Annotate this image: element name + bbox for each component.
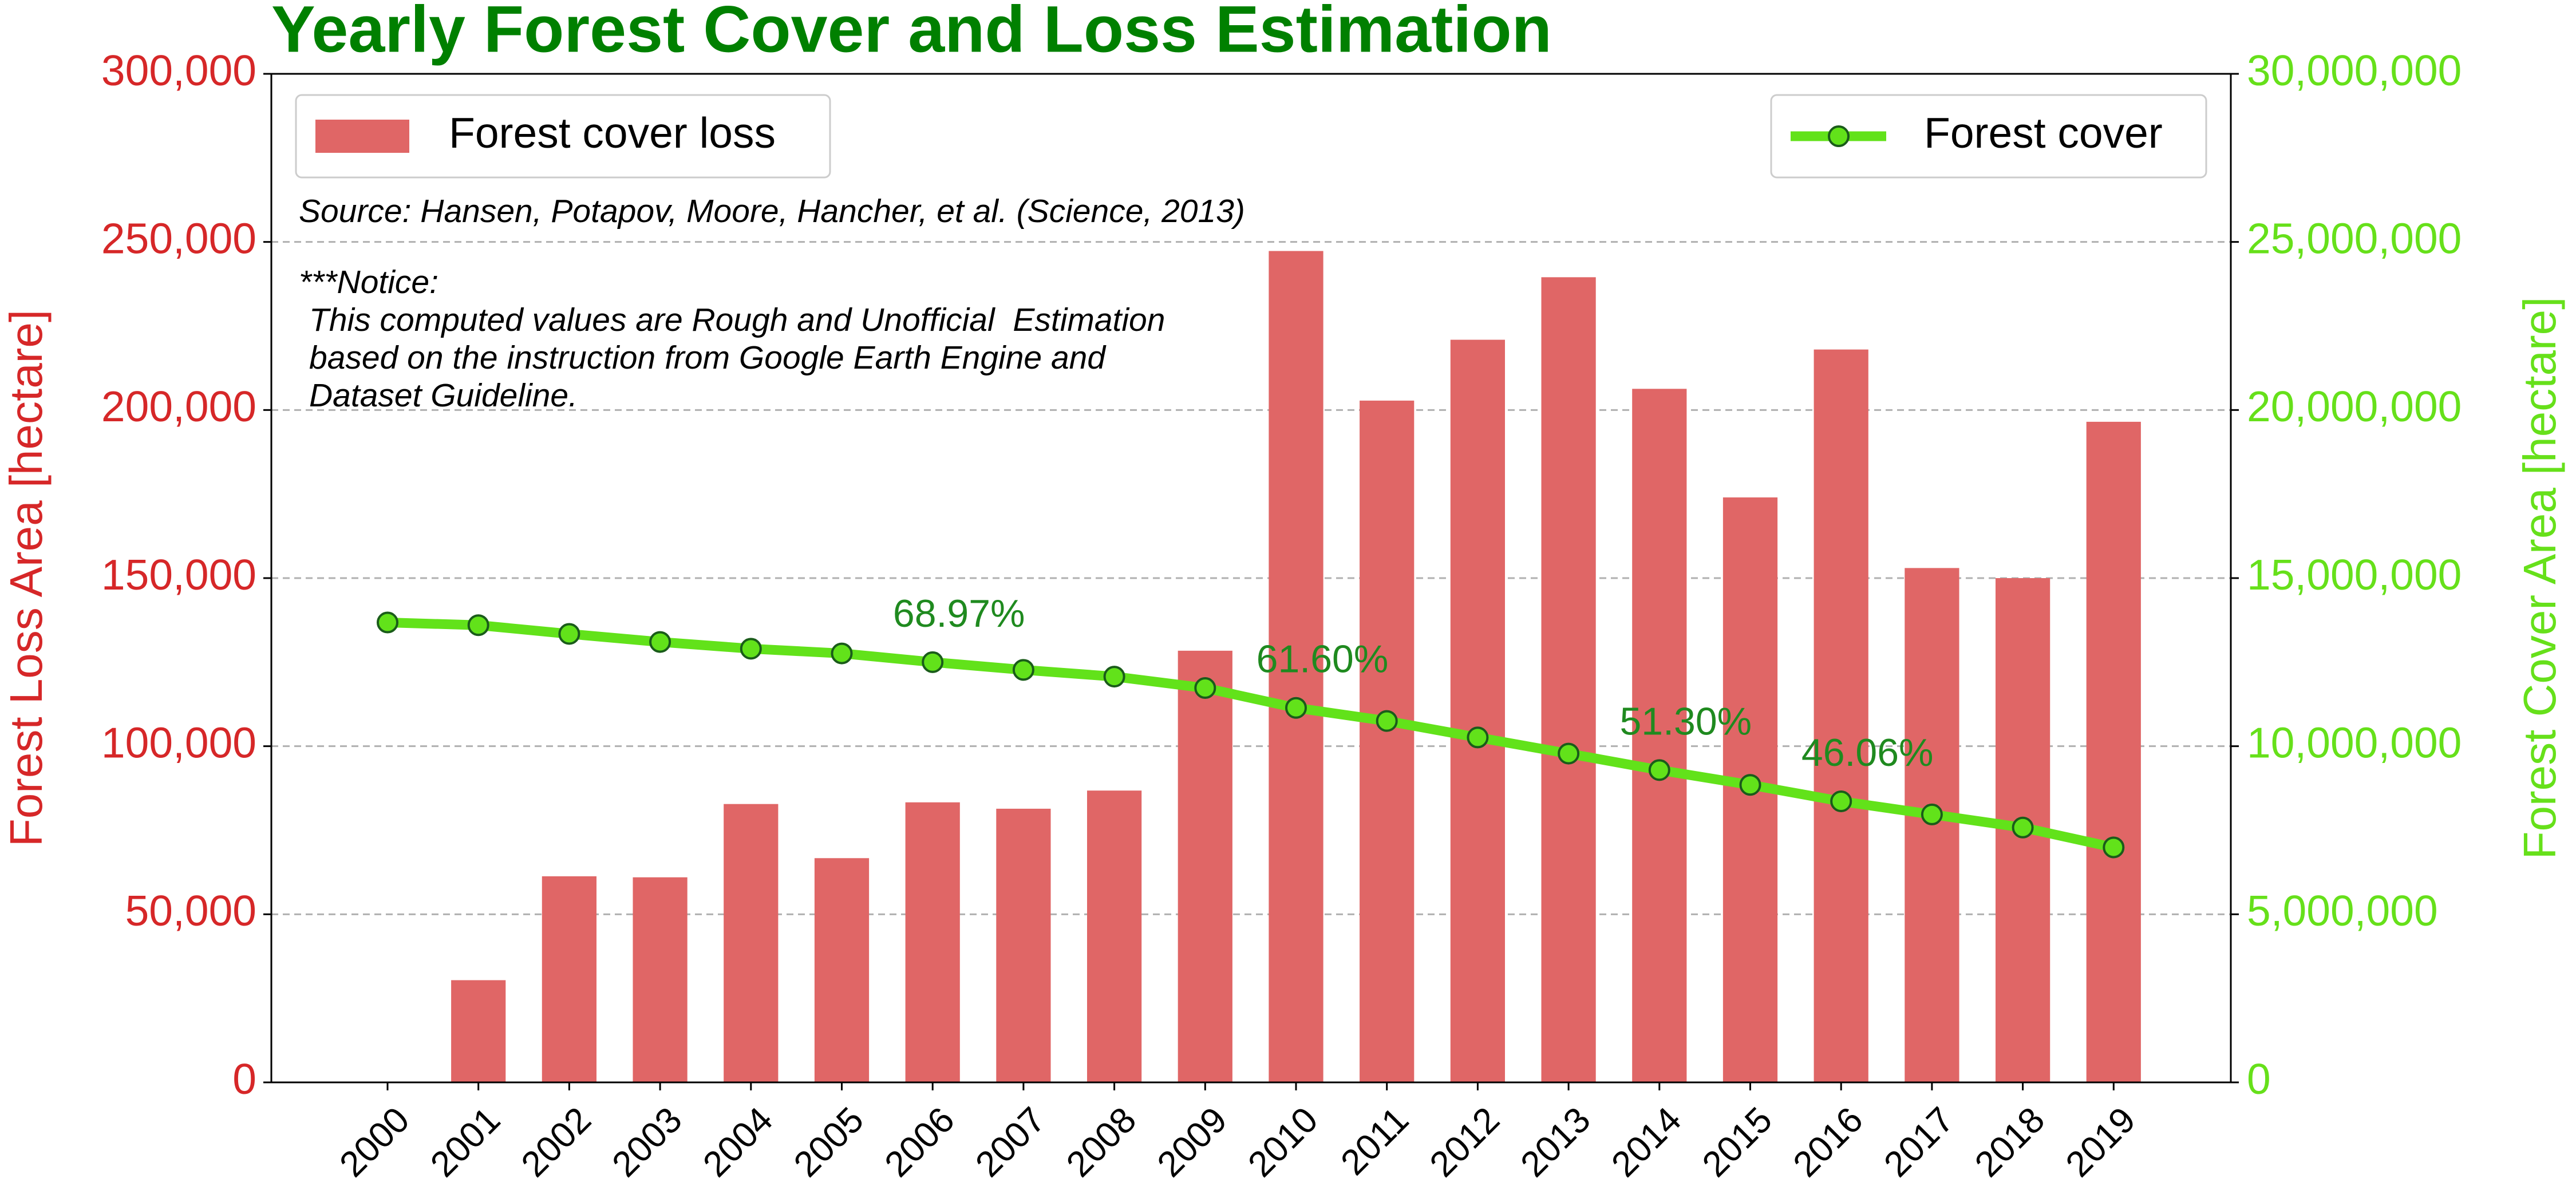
marker (467, 614, 489, 636)
legend-label: Forest cover (1924, 109, 2163, 157)
bar (1360, 400, 1415, 1083)
bar (1814, 349, 1868, 1083)
bar (996, 808, 1051, 1082)
annotation: 46.06% (1801, 731, 1934, 774)
bar (1450, 339, 1506, 1082)
y2-tick-label: 30,000,000 (2247, 46, 2462, 94)
marker (1285, 697, 1307, 719)
marker (649, 631, 671, 653)
y2-tick-label: 0 (2247, 1055, 2271, 1103)
y-tick-label: 150,000 (101, 551, 256, 599)
marker (1558, 742, 1580, 765)
y-tick-label: 100,000 (101, 718, 256, 766)
legend-marker (1828, 125, 1850, 147)
bar (451, 980, 506, 1082)
marker (831, 642, 853, 665)
annotation: 68.97% (893, 592, 1025, 635)
bar (1541, 277, 1596, 1082)
marker (922, 651, 944, 673)
marker (558, 623, 580, 645)
legend-label: Forest cover loss (449, 109, 776, 157)
bar (1086, 790, 1142, 1082)
chart-title: Yearly Forest Cover and Loss Estimation (271, 0, 1552, 66)
bar (1178, 650, 1232, 1082)
marker (1467, 726, 1489, 749)
marker (1012, 659, 1034, 681)
marker (1739, 774, 1761, 796)
marker (1103, 666, 1125, 688)
legend-swatch (315, 120, 409, 153)
y-tick-label: 250,000 (101, 214, 256, 262)
y-tick-label: 50,000 (125, 887, 256, 935)
y2-tick-label: 20,000,000 (2247, 382, 2462, 430)
y-tick-label: 300,000 (101, 46, 256, 94)
marker (1921, 803, 1943, 825)
y2-tick-label: 5,000,000 (2247, 887, 2438, 935)
notice-line: This computed values are Rough and Unoff… (309, 302, 1165, 338)
marker (2012, 816, 2034, 839)
marker (1376, 710, 1398, 732)
notice-line: based on the instruction from Google Ear… (309, 339, 1107, 376)
legend-box (295, 94, 831, 179)
marker (377, 611, 398, 634)
y2-tick-label: 10,000,000 (2247, 718, 2462, 766)
y2-tick-label: 25,000,000 (2247, 214, 2462, 262)
source-note: Source: Hansen, Potapov, Moore, Hancher,… (299, 193, 1245, 230)
y-tick-label: 200,000 (101, 382, 256, 430)
bar (724, 804, 779, 1082)
y2-tick-label: 15,000,000 (2247, 551, 2462, 599)
marker (1830, 790, 1852, 812)
notice-line: ***Notice: (299, 264, 438, 300)
bar (1632, 389, 1687, 1083)
bar (905, 802, 960, 1082)
bar (633, 877, 688, 1082)
marker (740, 638, 762, 660)
marker (2103, 836, 2125, 859)
annotation: 51.30% (1619, 699, 1752, 743)
legend-box (1770, 94, 2207, 179)
marker (1648, 759, 1670, 781)
y2-axis-label: Forest Cover Area [hectare] (2514, 297, 2565, 860)
notice-line: Dataset Guideline. (309, 377, 578, 414)
annotation: 61.60% (1257, 638, 1389, 681)
bar (2086, 421, 2141, 1082)
bar (814, 858, 870, 1082)
marker (1194, 677, 1216, 699)
bar (542, 876, 597, 1082)
plot-frame (270, 73, 2232, 1084)
y-axis-label: Forest Loss Area [hectare] (1, 310, 52, 847)
line (387, 618, 2115, 852)
bar (1269, 251, 1323, 1082)
y-tick-label: 0 (232, 1055, 256, 1103)
